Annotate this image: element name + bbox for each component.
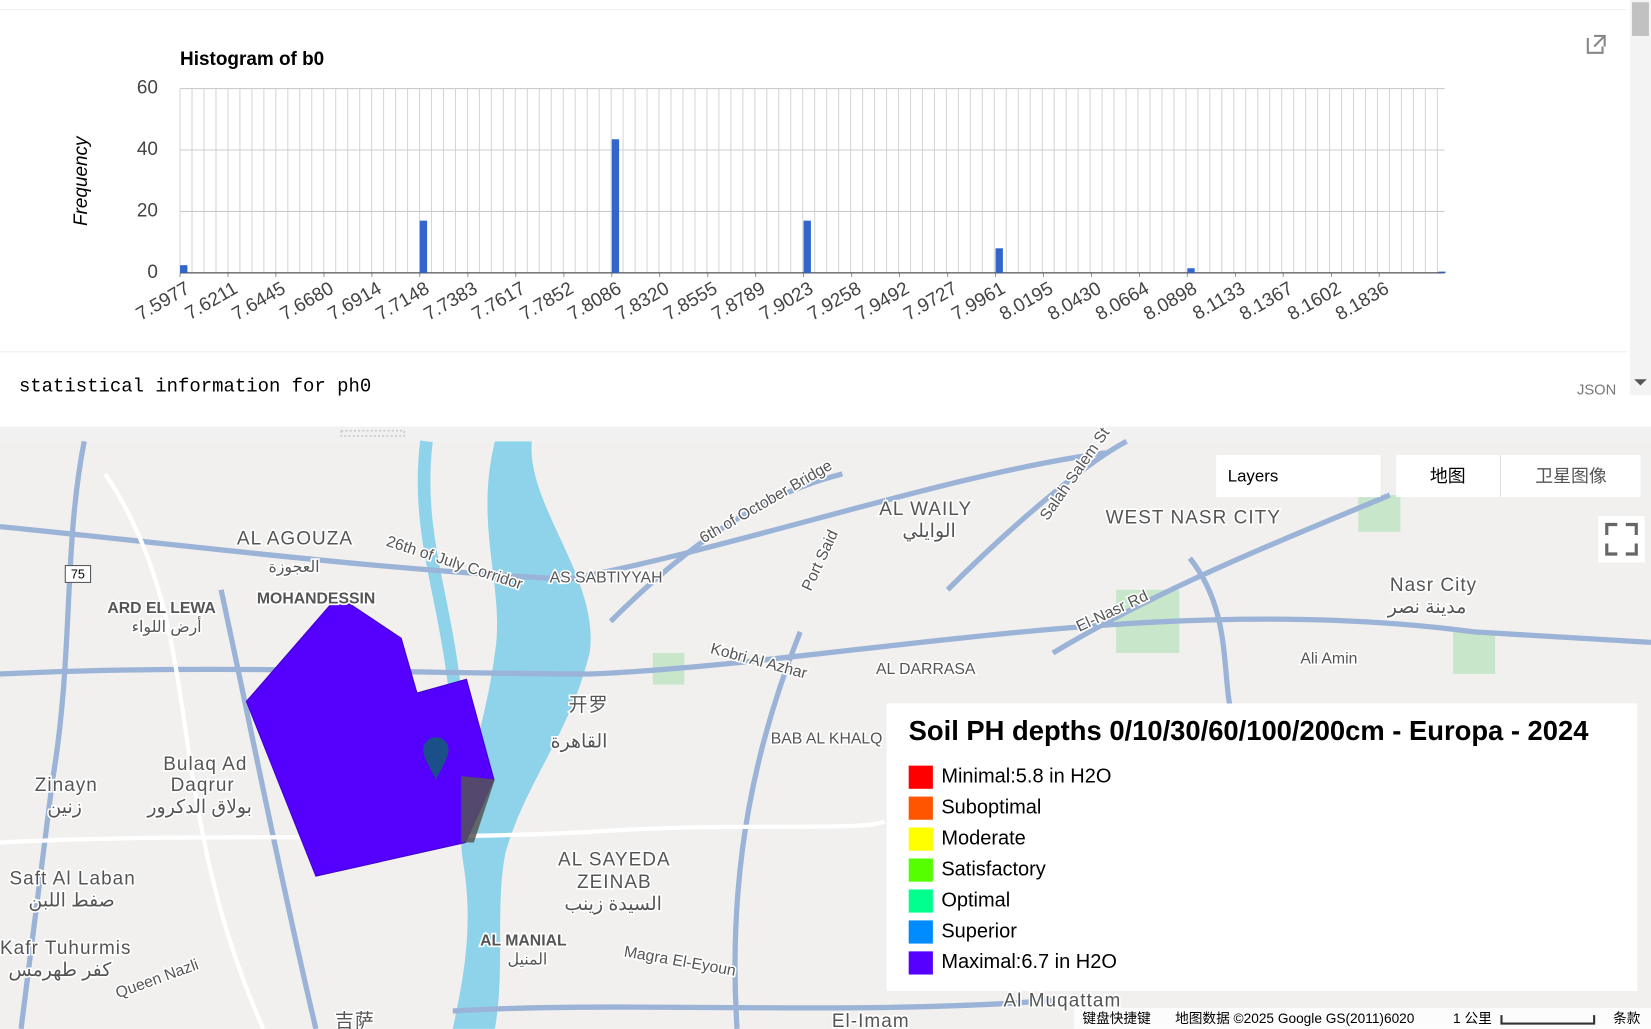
layers-label[interactable]: Layers (1228, 467, 1279, 486)
legend-label: Superior (941, 920, 1017, 942)
legend-label: Minimal:5.8 in H2O (941, 765, 1111, 787)
scrollbar[interactable] (1629, 0, 1651, 395)
scroll-thumb[interactable] (1632, 2, 1649, 36)
legend-swatch (908, 951, 933, 975)
legend-swatch (908, 889, 933, 913)
map-label: 75 (71, 567, 85, 581)
bar (803, 220, 811, 273)
map-label: العجوزة (268, 559, 319, 576)
map-label: Ali Amin (1300, 650, 1357, 667)
legend-swatch (908, 920, 933, 944)
legend-box (886, 703, 1638, 991)
map-label: Zinayn (35, 775, 98, 796)
legend-label: Optimal (941, 889, 1010, 911)
footer-scale: 1 公里 (1453, 1011, 1492, 1026)
map-label: بولاق الدكرور (146, 797, 252, 818)
legend-swatch (908, 796, 933, 820)
legend-swatch (908, 765, 933, 789)
legend-swatch (908, 858, 933, 882)
legend-label: Suboptimal (941, 796, 1041, 818)
map-label: Kafr Tuhurmis (0, 938, 132, 959)
scroll-arrow[interactable] (1634, 379, 1647, 386)
map-label: ARD EL LEWA (107, 600, 215, 617)
map-label: BAB AL KHALQ (771, 731, 883, 748)
map-marker[interactable] (423, 737, 449, 780)
map-label: المنيل (508, 952, 548, 969)
map-label: القاهرة (551, 732, 608, 753)
legend: Soil PH depths 0/10/30/60/100/200cm - Eu… (886, 703, 1638, 991)
map-label: Nasr City (1390, 575, 1477, 596)
bar (419, 220, 428, 273)
legend-label: Moderate (941, 827, 1026, 849)
footer-data: 地图数据 ©2025 Google GS(2011)6020 (1175, 1011, 1415, 1026)
chart-title: Histogram of b0 (180, 49, 324, 70)
roads (0, 438, 1651, 1029)
y-tick-label: 20 (137, 200, 158, 221)
bar (611, 139, 620, 273)
bar (1438, 271, 1446, 273)
map-label: الوايلي (902, 521, 955, 542)
map-label: ZEINAB (577, 872, 652, 893)
map-label: El-Imam (832, 1011, 910, 1029)
map-label: زنين (47, 797, 82, 818)
map-label: مدينة نصر (1387, 597, 1467, 618)
fullscreen-icon (1605, 522, 1638, 556)
scale-bar (1500, 1015, 1596, 1025)
satellite-button[interactable]: 卫星图像 (1535, 466, 1607, 486)
split-handle[interactable] (340, 430, 405, 437)
map-type-control[interactable] (1396, 455, 1641, 498)
map-label: Al Muqattam (1003, 991, 1121, 1012)
map-label: السيدة زينب (564, 894, 662, 915)
bar (995, 248, 1003, 273)
y-tick-label: 40 (137, 139, 158, 160)
legend-label: Maximal:6.7 in H2O (941, 951, 1117, 973)
nile (452, 441, 591, 1029)
legend-label: Satisfactory (941, 858, 1045, 880)
footer-shortcuts[interactable]: 键盘快捷键 (1082, 1010, 1151, 1026)
map[interactable]: AL AGOUZA العجوزة MOHANDESSIN ARD EL LEW… (0, 423, 1651, 1029)
map-label: Bulaq Ad (163, 754, 247, 775)
map-label: AL MANIAL (480, 933, 567, 950)
output-panel (0, 0, 1651, 427)
map-label: صفط اللبن (28, 891, 114, 912)
map-label: AL WAILY (879, 499, 972, 520)
map-label: Saft Al Laban (9, 869, 135, 890)
footer-terms[interactable]: 条款 (1613, 1010, 1641, 1026)
y-tick-label: 0 (147, 262, 158, 283)
legend-title: Soil PH depths 0/10/30/60/100/200cm - Eu… (909, 715, 1590, 746)
map-label: Daqrur (171, 775, 235, 796)
map-label: أرض اللواء (132, 616, 202, 636)
map-label: 吉萨 (335, 1010, 375, 1029)
popout-icon[interactable] (1586, 34, 1606, 54)
map-type-button[interactable]: 地图 (1430, 466, 1466, 486)
map-label: كفر طهرمس (8, 960, 112, 981)
map-label: AL DARRASA (876, 661, 976, 678)
layers-control[interactable] (1216, 455, 1381, 498)
selection-polygon (461, 776, 495, 843)
map-label: 开罗 (569, 695, 609, 716)
console-text: statistical information for ph0 (19, 376, 371, 398)
json-link[interactable]: JSON (1577, 383, 1616, 399)
split-bar[interactable] (0, 426, 1651, 442)
legend-swatch (908, 827, 933, 851)
map-label: MOHANDESSIN (257, 590, 375, 607)
bar (180, 265, 188, 273)
y-axis-label: Frequency (71, 135, 92, 226)
y-tick-label: 60 (137, 78, 158, 99)
bar (1187, 268, 1195, 273)
map-label: AL SAYEDA (558, 850, 671, 871)
map-label: WEST NASR CITY (1106, 507, 1281, 528)
map-label: AS SABTIYYAH (550, 569, 663, 586)
route-shield (64, 565, 92, 583)
map-label: AL AGOUZA (237, 529, 353, 550)
